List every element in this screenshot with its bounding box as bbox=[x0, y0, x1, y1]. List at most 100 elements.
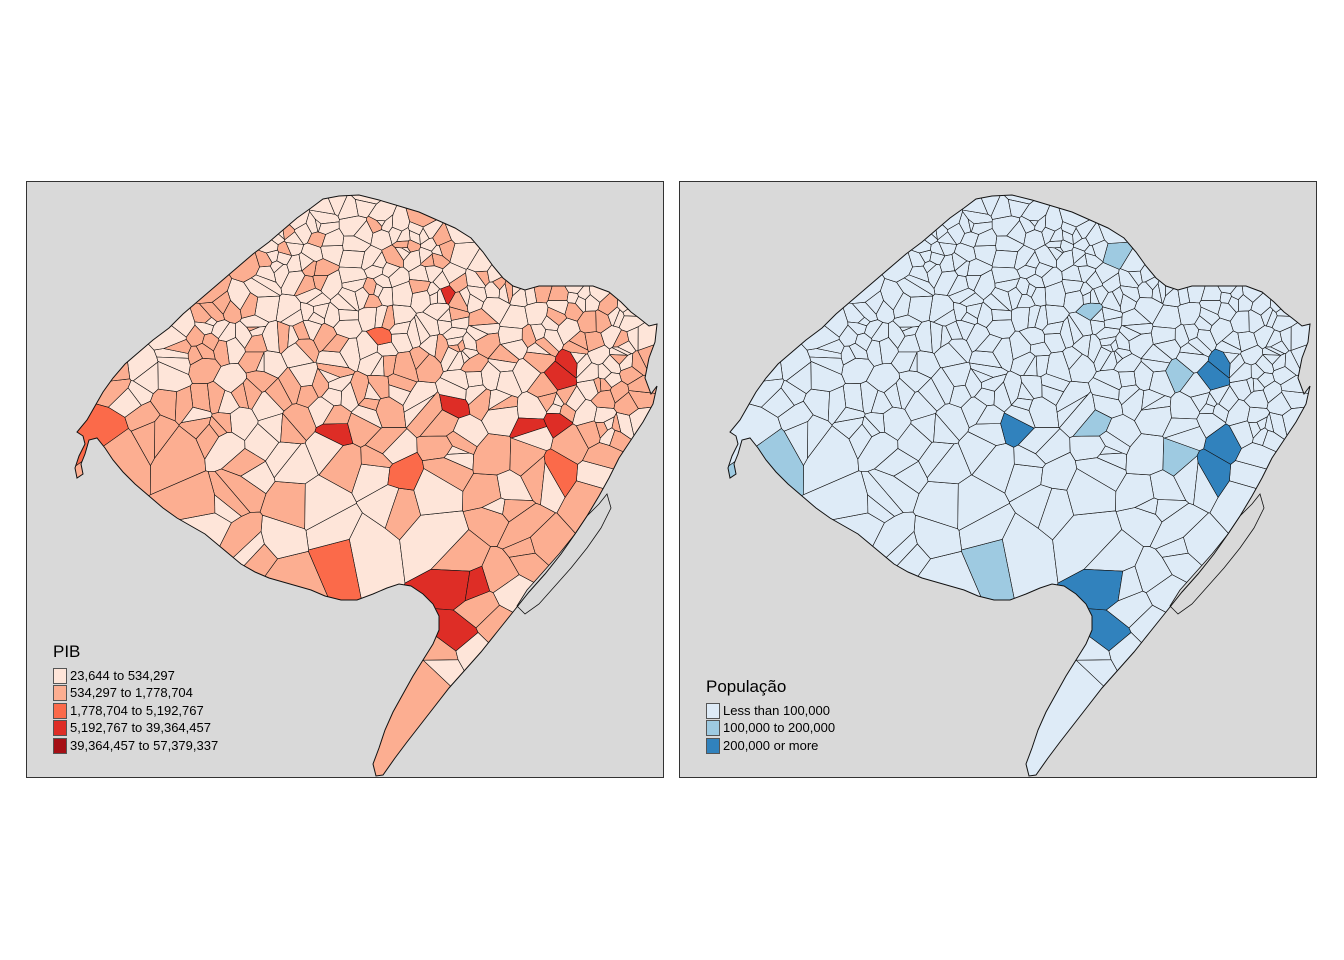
municipality bbox=[1117, 565, 1144, 602]
municipality bbox=[1007, 286, 1023, 311]
municipality bbox=[392, 351, 419, 383]
municipality bbox=[382, 354, 397, 377]
municipality bbox=[1087, 333, 1102, 364]
municipality bbox=[1174, 323, 1190, 349]
municipality bbox=[1035, 354, 1050, 377]
municipality bbox=[357, 307, 377, 332]
municipality bbox=[1119, 285, 1141, 303]
municipality bbox=[1128, 604, 1310, 776]
legend-label: 1,778,704 to 5,192,767 bbox=[70, 702, 204, 718]
municipality bbox=[1281, 405, 1310, 483]
municipality bbox=[466, 285, 488, 303]
municipality bbox=[321, 195, 349, 217]
municipality bbox=[903, 274, 936, 296]
municipality bbox=[728, 195, 886, 304]
municipality bbox=[443, 195, 571, 244]
legend-label: 534,297 to 1,778,704 bbox=[70, 685, 193, 701]
municipality bbox=[1266, 391, 1292, 416]
municipality bbox=[1045, 351, 1072, 383]
municipality bbox=[388, 384, 412, 406]
legend-swatch bbox=[53, 737, 67, 754]
municipality bbox=[561, 340, 589, 355]
municipality bbox=[593, 377, 602, 394]
municipality bbox=[1164, 240, 1184, 297]
municipality bbox=[317, 368, 341, 383]
municipality bbox=[1103, 316, 1123, 330]
municipality bbox=[867, 494, 895, 524]
municipality bbox=[892, 292, 912, 319]
municipality bbox=[905, 195, 963, 230]
municipality bbox=[82, 256, 187, 351]
municipality bbox=[192, 195, 285, 246]
lagoon bbox=[1169, 493, 1265, 615]
municipality bbox=[945, 320, 964, 340]
municipality bbox=[1145, 574, 1310, 694]
municipality bbox=[438, 239, 456, 263]
municipality bbox=[609, 354, 629, 365]
legend-label: Less than 100,000 bbox=[723, 702, 830, 718]
municipality bbox=[1096, 195, 1224, 244]
municipality bbox=[628, 405, 657, 483]
state-outline bbox=[727, 194, 1311, 777]
municipality bbox=[524, 301, 549, 326]
municipality bbox=[446, 430, 478, 455]
municipality bbox=[378, 287, 394, 307]
legend-swatch bbox=[53, 702, 67, 719]
legend-title: PIB bbox=[53, 642, 81, 661]
municipality bbox=[1034, 262, 1054, 278]
municipality bbox=[196, 195, 279, 254]
municipality bbox=[1175, 351, 1210, 374]
municipality bbox=[1063, 290, 1084, 314]
municipality bbox=[523, 259, 538, 306]
municipality bbox=[75, 195, 233, 304]
legend-swatch bbox=[53, 720, 67, 737]
municipality bbox=[166, 195, 260, 283]
legend-item: 23,644 to 534,297 bbox=[53, 667, 218, 685]
municipality bbox=[410, 290, 431, 314]
municipality bbox=[413, 468, 464, 516]
municipality bbox=[1209, 384, 1231, 405]
municipality bbox=[991, 249, 1019, 269]
municipality bbox=[356, 330, 379, 361]
municipality bbox=[132, 361, 159, 394]
municipality bbox=[521, 323, 537, 349]
state-outline bbox=[74, 194, 658, 777]
municipality bbox=[1181, 195, 1210, 304]
municipality bbox=[556, 384, 578, 405]
municipality bbox=[1275, 282, 1310, 318]
municipality bbox=[1214, 340, 1242, 355]
municipality bbox=[1091, 239, 1109, 263]
municipality bbox=[728, 428, 805, 686]
municipality bbox=[321, 228, 345, 247]
municipality bbox=[785, 361, 812, 394]
municipality bbox=[864, 412, 886, 433]
municipality bbox=[237, 351, 265, 374]
municipality bbox=[1000, 412, 1035, 448]
municipality bbox=[1243, 389, 1269, 409]
legend-swatch bbox=[706, 737, 720, 754]
municipality bbox=[552, 195, 612, 294]
legend-swatch bbox=[706, 720, 720, 737]
municipality bbox=[338, 249, 366, 269]
municipality bbox=[442, 262, 467, 284]
municipality bbox=[307, 396, 335, 429]
municipality bbox=[301, 260, 317, 277]
municipality bbox=[464, 565, 491, 602]
municipality bbox=[1205, 195, 1265, 294]
legend-title: População bbox=[706, 677, 787, 696]
municipality bbox=[872, 195, 938, 241]
municipality bbox=[1140, 201, 1197, 283]
municipality bbox=[1134, 297, 1164, 325]
municipality bbox=[1010, 307, 1030, 332]
municipality bbox=[735, 256, 840, 351]
municipality bbox=[1264, 412, 1275, 433]
municipality bbox=[809, 356, 844, 375]
municipality bbox=[1095, 262, 1120, 284]
municipality bbox=[252, 195, 310, 230]
municipality bbox=[1108, 632, 1283, 776]
legend-label: 100,000 to 200,000 bbox=[723, 720, 836, 736]
municipality bbox=[434, 333, 449, 364]
municipality bbox=[75, 195, 196, 338]
municipality bbox=[487, 201, 544, 283]
legend-item: 534,297 to 1,778,704 bbox=[53, 685, 218, 703]
